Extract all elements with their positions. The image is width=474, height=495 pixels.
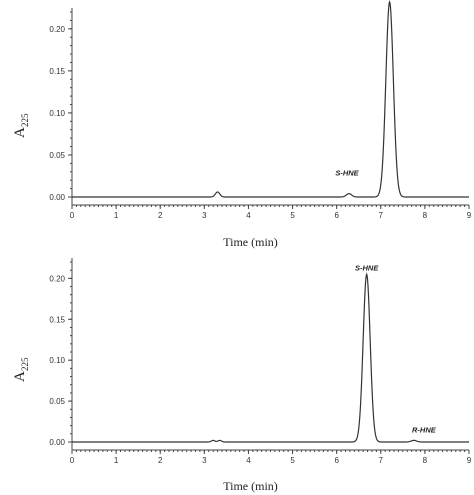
ylabel-top: A 225 — [12, 113, 30, 138]
x-tick-label-bottom: 0 — [70, 456, 75, 465]
x-tick-label-top: 3 — [202, 211, 207, 220]
x-tick-label-top: 7 — [379, 211, 384, 220]
xlabel-top: Time (min) — [223, 235, 278, 249]
peak-label-bottom: S-HNE — [355, 263, 379, 272]
y-tick-label-bottom: 0.15 — [49, 315, 65, 324]
y-tick-label-bottom: 0.10 — [49, 356, 65, 365]
x-tick-label-top: 5 — [290, 211, 295, 220]
y-tick-label-top: 0.15 — [49, 67, 65, 76]
trace-bottom — [72, 272, 469, 443]
x-tick-label-bottom: 4 — [246, 456, 251, 465]
ylabel-bottom-main: A — [12, 371, 28, 382]
x-tick-label-top: 2 — [158, 211, 163, 220]
x-tick-label-top: 6 — [334, 211, 339, 220]
ylabel-top-sub: 225 — [20, 113, 30, 127]
x-tick-label-top: 4 — [246, 211, 251, 220]
x-tick-label-top: 0 — [70, 211, 75, 220]
x-tick-label-bottom: 6 — [334, 456, 339, 465]
x-tick-label-top: 8 — [423, 211, 428, 220]
y-tick-label-top: 0.10 — [49, 109, 65, 118]
trace-top — [72, 0, 469, 198]
y-tick-label-top: 0.05 — [49, 151, 65, 160]
peak-label-top: S-HNE — [335, 169, 359, 178]
x-tick-label-bottom: 9 — [467, 456, 472, 465]
x-tick-label-top: 9 — [467, 211, 472, 220]
y-tick-label-bottom: 0.05 — [49, 397, 65, 406]
ticks-top: 0 1 2 3 4 5 6 7 8 9 0.00 0.05 0.10 0.15 0.20 — [49, 11, 472, 220]
ticks-bottom: 0 1 2 3 4 5 6 7 8 9 0.00 0.05 0.10 0.15 0.20 — [49, 261, 472, 465]
y-tick-label-bottom: 0.20 — [49, 274, 65, 283]
chromatogram-bottom: 0 1 2 3 4 5 6 7 8 9 0.00 0.05 0.10 0.15 0.20 Time (min… — [12, 258, 472, 493]
y-tick-label-top: 0.20 — [49, 25, 65, 34]
xlabel-bottom: Time (min) — [223, 479, 278, 493]
x-tick-label-top: 1 — [114, 211, 119, 220]
peak-labels-bottom: S-HNE R-HNE — [355, 263, 437, 434]
x-tick-label-bottom: 1 — [114, 456, 119, 465]
x-tick-label-bottom: 5 — [290, 456, 295, 465]
ylabel-top-main: A — [12, 127, 28, 138]
x-tick-label-bottom: 2 — [158, 456, 163, 465]
x-tick-label-bottom: 3 — [202, 456, 207, 465]
ylabel-bottom-sub: 225 — [20, 357, 30, 371]
x-tick-label-bottom: 7 — [379, 456, 384, 465]
y-tick-label-top: 0.00 — [49, 193, 65, 202]
x-tick-label-bottom: 8 — [423, 456, 428, 465]
chromatogram-top: 0 1 2 3 4 5 6 7 8 9 0.00 0.05 0.10 0.15 0.20 Time (min… — [12, 0, 472, 249]
peak-label-bottom: R-HNE — [412, 425, 437, 434]
ylabel-bottom: A 225 — [12, 357, 30, 382]
y-tick-label-bottom: 0.00 — [49, 438, 65, 447]
